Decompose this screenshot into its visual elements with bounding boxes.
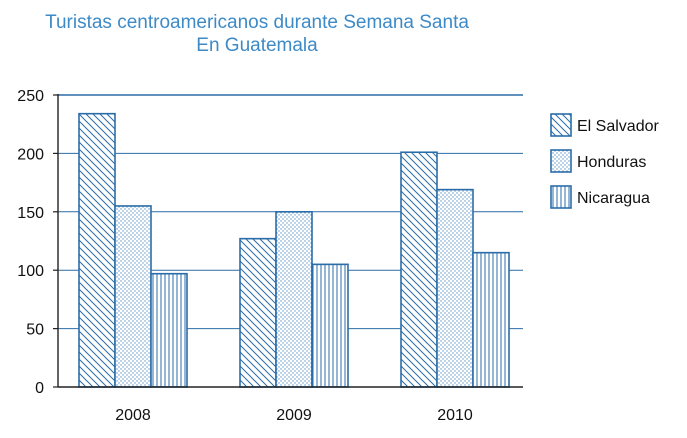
legend-swatch-honduras <box>550 149 572 173</box>
legend-label-el-salvador: El Salvador <box>577 118 659 135</box>
legend-swatch-nicaragua <box>550 185 572 209</box>
axes <box>53 94 523 388</box>
bar-nicaragua-2010 <box>472 251 510 388</box>
x-tick-label-2010: 2010 <box>437 407 473 424</box>
x-tick-label-2009: 2009 <box>276 407 312 424</box>
bar-el-salvador-2010 <box>400 151 438 388</box>
bar-nicaragua-2009 <box>311 263 349 388</box>
x-tick-label-2008: 2008 <box>115 407 151 424</box>
legend-swatch-el-salvador <box>550 113 572 137</box>
bars <box>78 112 510 388</box>
y-tick-label-200: 200 <box>17 146 44 163</box>
x-tick-labels: 2008 2009 2010 <box>115 407 473 424</box>
y-tick-label-0: 0 <box>35 380 44 397</box>
y-tick-label-250: 250 <box>17 88 44 105</box>
y-tick-label-100: 100 <box>17 263 44 280</box>
legend: El Salvador Honduras Nicaragua <box>550 113 659 209</box>
y-tick-label-150: 150 <box>17 205 44 222</box>
legend-label-honduras: Honduras <box>577 154 646 171</box>
bar-nicaragua-2008 <box>150 272 188 388</box>
legend-label-nicaragua: Nicaragua <box>577 190 650 207</box>
y-tick-label-50: 50 <box>26 322 44 339</box>
bar-honduras-2008 <box>114 205 152 388</box>
y-tick-labels: 0 50 100 150 200 250 <box>17 88 44 397</box>
bar-el-salvador-2008 <box>78 112 116 388</box>
chart-title: Turistas centroamericanos durante Semana… <box>45 12 469 33</box>
bar-honduras-2009 <box>275 211 313 388</box>
bar-el-salvador-2009 <box>239 237 277 388</box>
bar-honduras-2010 <box>436 188 474 388</box>
chart-subtitle: En Guatemala <box>196 35 318 56</box>
